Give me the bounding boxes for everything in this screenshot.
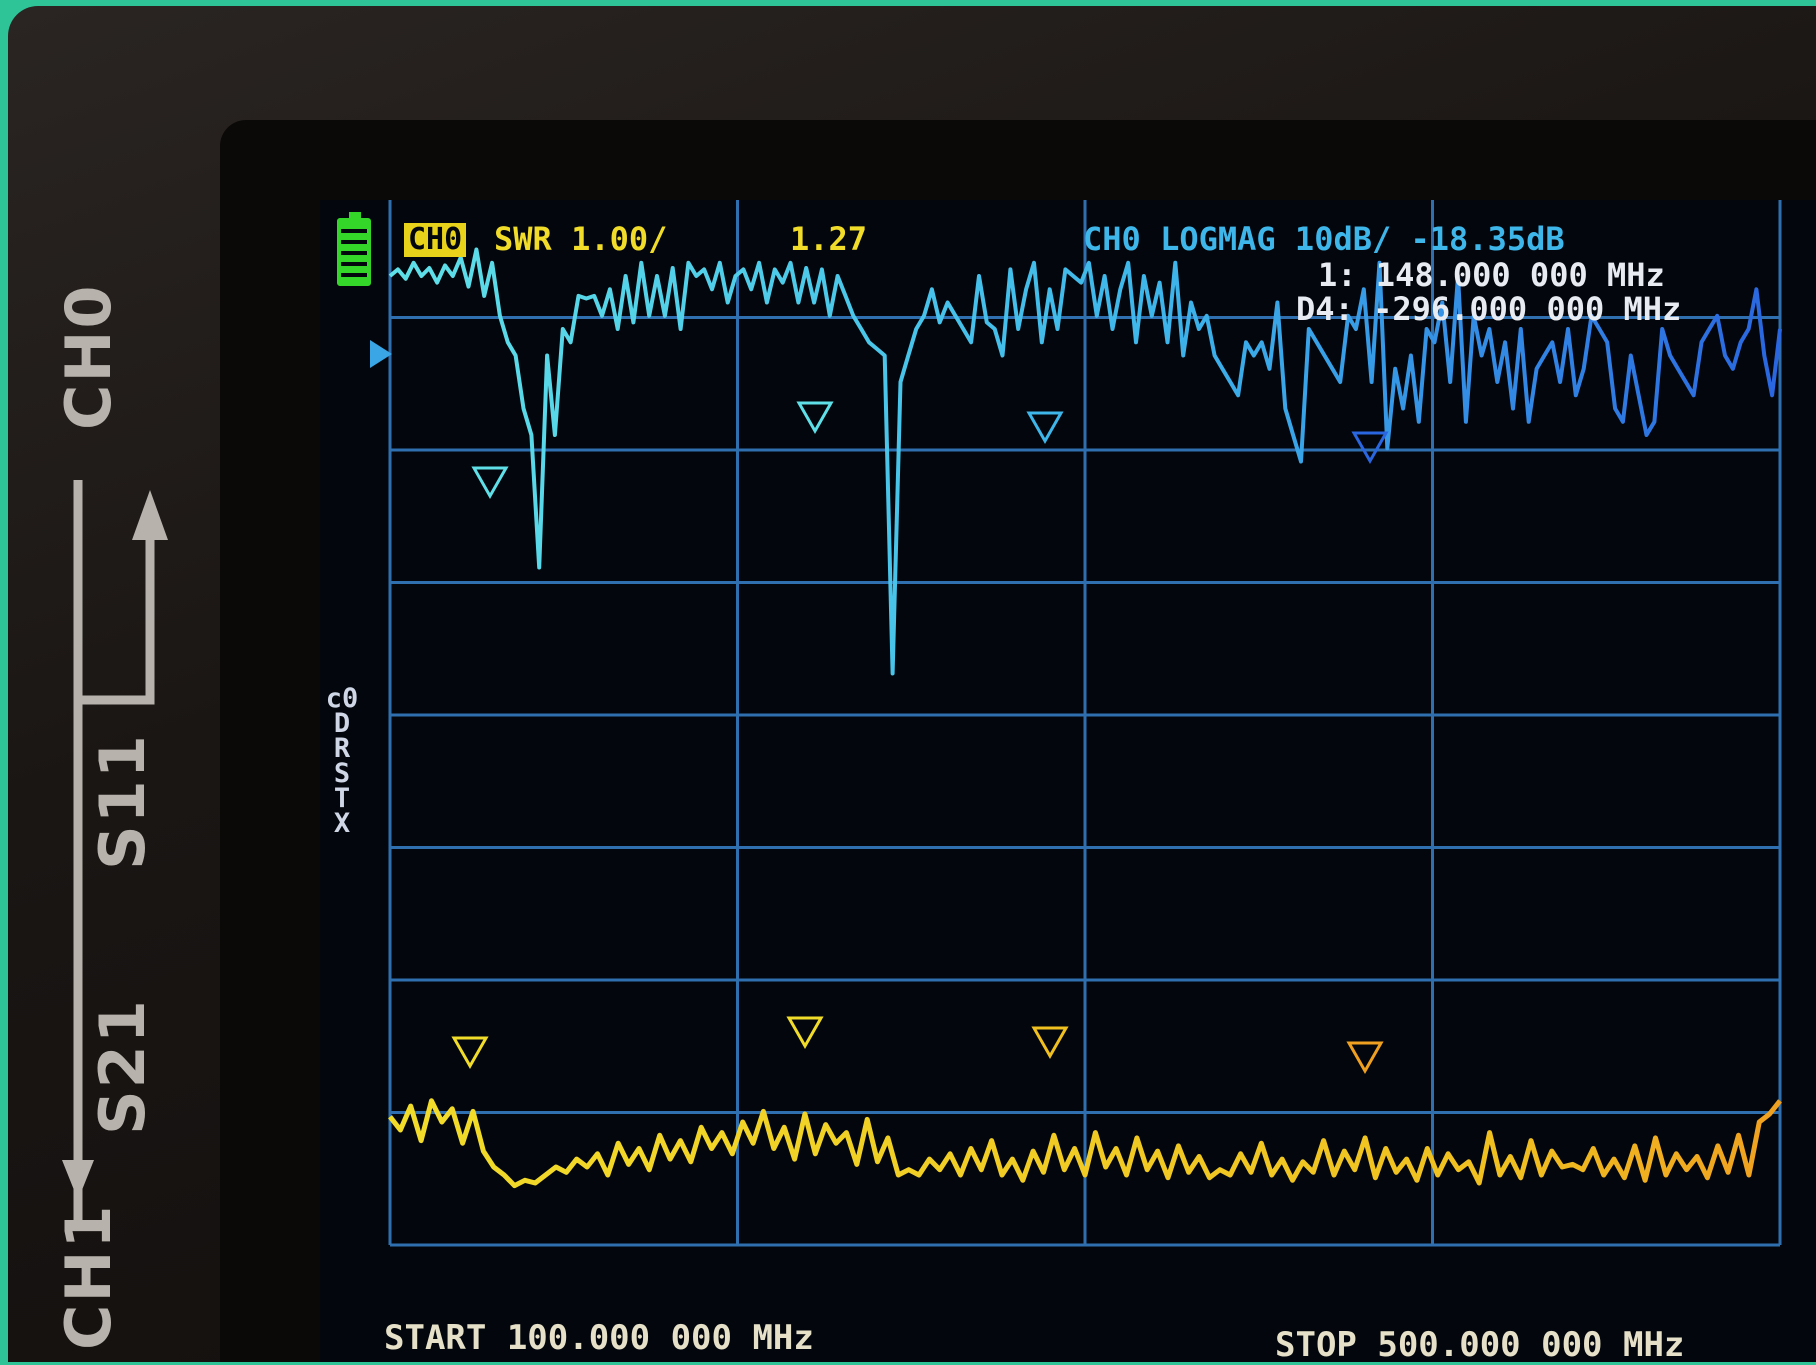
start-frequency[interactable]: START 100.000 000 MHz — [384, 1318, 814, 1358]
trace-logmag-line — [388, 247, 1782, 676]
marker-4-swr — [1346, 1041, 1384, 1075]
marker-delta-readout: D4: -296.000 000 MHz — [1296, 290, 1682, 328]
marker-2-logmag — [796, 401, 834, 435]
status-char: S — [333, 758, 351, 789]
status-char: c0 — [325, 683, 359, 714]
device-label-ch1: CH1 — [52, 1203, 125, 1350]
status-char: T — [333, 783, 351, 814]
marker-4-logmag — [1351, 431, 1389, 465]
marker-1-readout: 1: 148.000 000 MHz — [1318, 256, 1665, 294]
marker-3-swr — [1031, 1026, 1069, 1060]
trace-plot — [388, 200, 1782, 1247]
logmag-trace-label[interactable]: CH0 LOGMAG 10dB/ -18.35dB — [1083, 220, 1565, 258]
marker-2-swr — [786, 1016, 824, 1050]
graticule — [388, 200, 1782, 1247]
vna-display[interactable] — [320, 200, 1816, 1362]
status-char: R — [333, 733, 351, 764]
status-char: D — [333, 708, 351, 739]
status-column: c0 D R S T X — [322, 683, 362, 839]
trace-swr-line — [388, 1098, 1782, 1189]
marker-1-swr — [451, 1036, 489, 1070]
channel-badge[interactable]: CH0 — [404, 223, 467, 257]
stop-frequency[interactable]: STOP 500.000 000 MHz — [1275, 1325, 1685, 1365]
battery-icon — [337, 212, 371, 286]
marker-group — [451, 401, 1389, 1075]
swr-trace-label[interactable]: SWR 1.00/ — [494, 220, 668, 258]
device-label-ch0: CH0 — [52, 283, 125, 430]
status-char: X — [333, 808, 351, 839]
marker-1-logmag — [471, 466, 509, 500]
port-diagram-icon — [62, 480, 168, 1220]
reference-arrow-icon — [370, 340, 392, 368]
marker-3-logmag — [1026, 411, 1064, 445]
swr-marker-value: 1.27 — [790, 220, 868, 258]
